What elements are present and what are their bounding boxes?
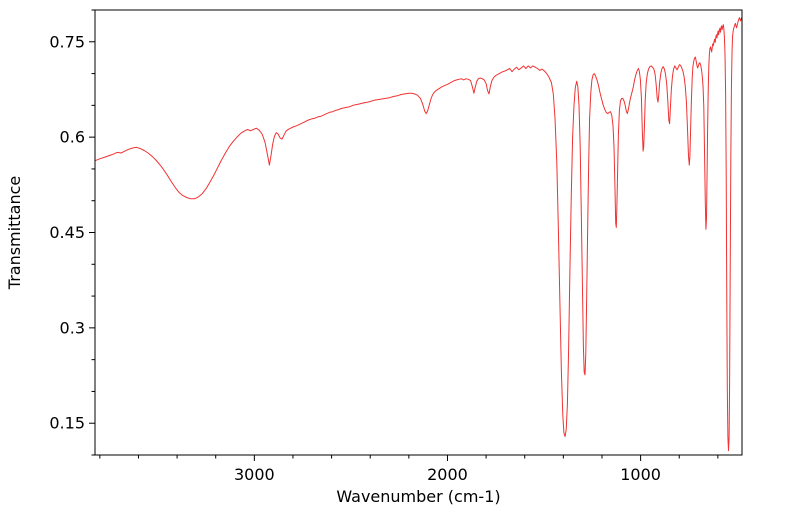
y-ticks: 0.15 0.3 0.45 0.6 0.75 — [49, 9, 95, 456]
x-axis-label: Wavenumber (cm-1) — [336, 487, 500, 506]
plot-frame — [94, 9, 743, 456]
y-tick-label: 0.75 — [49, 32, 85, 51]
x-ticks: 3000 2000 1000 — [99, 455, 719, 484]
spectrum-line — [94, 17, 743, 452]
y-tick-label: 0.3 — [60, 318, 85, 337]
x-tick-label: 1000 — [620, 465, 661, 484]
y-tick-label: 0.15 — [49, 414, 85, 433]
y-axis-label: Transmittance — [5, 176, 24, 290]
x-tick-label: 2000 — [427, 465, 468, 484]
y-tick-label: 0.6 — [60, 128, 85, 147]
x-tick-label: 3000 — [234, 465, 275, 484]
y-tick-label: 0.45 — [49, 223, 85, 242]
